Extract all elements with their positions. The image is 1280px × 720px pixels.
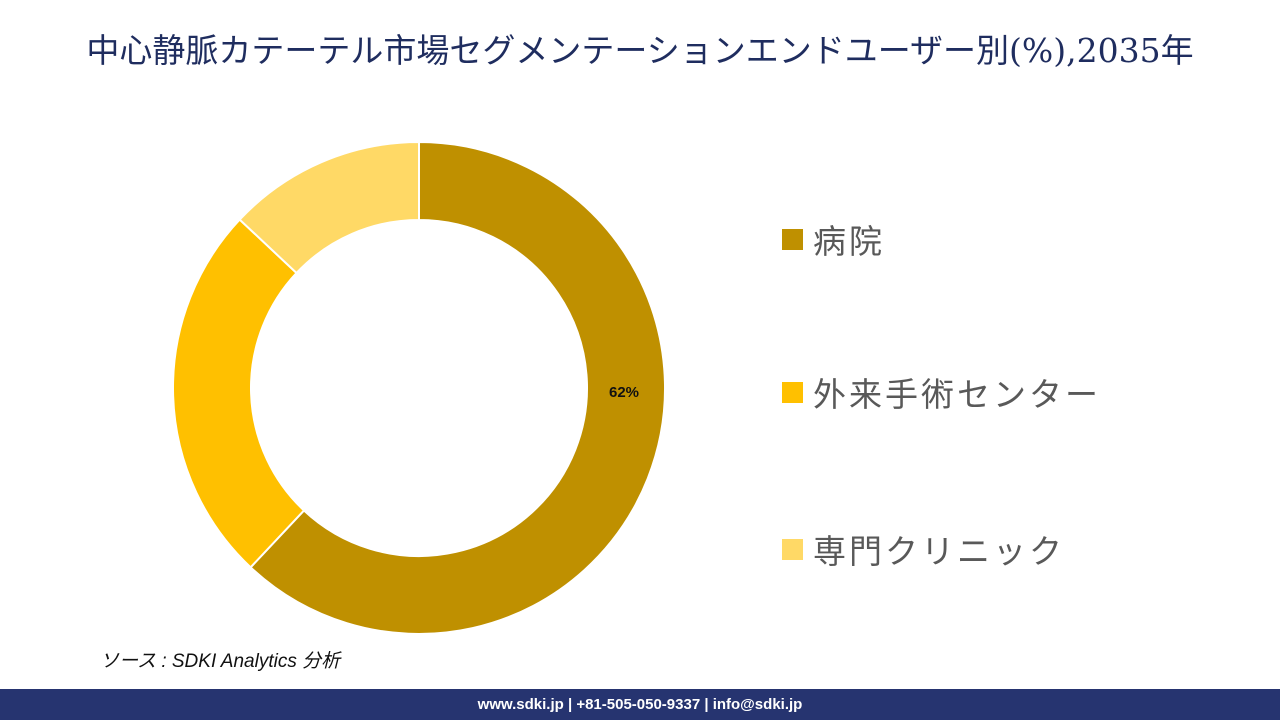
legend-item-specialty-clinic: 専門クリニック (782, 525, 1065, 573)
slice-label-hospital: 62% (608, 384, 640, 401)
chart-area: 62% 病院 外来手術センター 専門クリニック (172, 140, 1101, 635)
legend-label: 病院 (813, 222, 885, 261)
donut-slice-1 (172, 218, 306, 569)
legend-swatch-icon (782, 228, 803, 250)
legend-item-hospital: 病院 (782, 215, 885, 263)
legend-item-ambulatory-surgery-center: 外来手術センター (782, 368, 1101, 416)
legend-swatch-icon (782, 381, 803, 403)
legend-label: 専門クリニック (813, 532, 1065, 571)
source-note: ソース : SDKI Analytics 分析 (100, 651, 341, 672)
chart-title: 中心静脈カテーテル市場セグメンテーションエンドユーザー別(%),2035年 (86, 31, 1194, 70)
footer-bar: www.sdki.jp | +81-505-050-9337 | info@sd… (0, 689, 1280, 720)
footer-contact: www.sdki.jp | +81-505-050-9337 | info@sd… (477, 696, 803, 713)
legend-swatch-icon (782, 538, 803, 560)
donut-slice-2 (238, 140, 420, 275)
donut-chart (172, 140, 666, 635)
legend-label: 外来手術センター (813, 375, 1101, 414)
donut-slice-0 (249, 140, 666, 635)
